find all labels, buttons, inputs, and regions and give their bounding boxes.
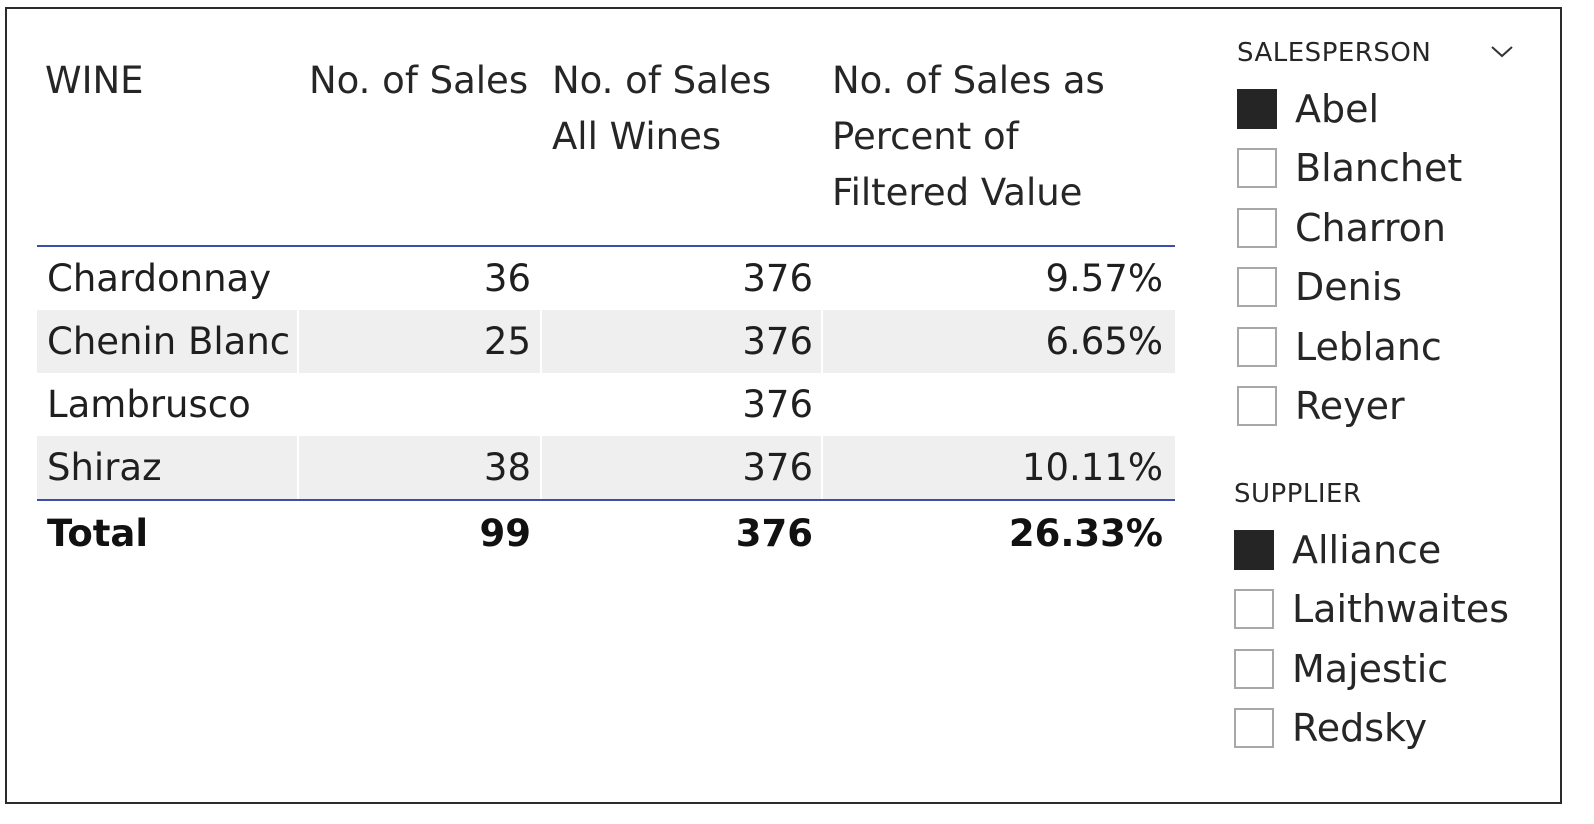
total-label: Total bbox=[47, 512, 149, 555]
wine-cell: Lambrusco bbox=[47, 383, 251, 426]
sales-all-cell: 376 bbox=[742, 320, 813, 363]
slicer-item-label: Blanchet bbox=[1295, 146, 1463, 191]
total-sales: 99 bbox=[479, 512, 532, 555]
slicer-item-list: Alliance Laithwaites Majestic Redsky bbox=[1234, 520, 1534, 758]
wine-sales-matrix: WINE No. of Sales No. of Sales All Wines… bbox=[37, 49, 1175, 567]
slicer-item-redsky[interactable]: Redsky bbox=[1234, 699, 1534, 759]
salesperson-slicer: SALESPERSON Abel Blanchet Charron Denis bbox=[1237, 35, 1527, 436]
slicer-item-majestic[interactable]: Majestic bbox=[1234, 639, 1534, 699]
chevron-down-icon[interactable] bbox=[1489, 41, 1515, 61]
table-row[interactable]: Lambrusco 376 bbox=[37, 373, 1175, 436]
slicer-item-reyer[interactable]: Reyer bbox=[1237, 377, 1527, 437]
slicer-item-label: Laithwaites bbox=[1292, 587, 1509, 632]
checkbox[interactable] bbox=[1237, 386, 1277, 427]
sales-all-cell: 376 bbox=[742, 257, 813, 300]
slicer-item-charron[interactable]: Charron bbox=[1237, 198, 1527, 258]
wine-cell: Chardonnay bbox=[47, 257, 272, 300]
sales-cell: 38 bbox=[483, 446, 531, 489]
total-row: Total 99 376 26.33% bbox=[37, 499, 1175, 567]
column-separator bbox=[540, 436, 542, 499]
column-separator bbox=[297, 436, 299, 499]
column-header-no-of-sales[interactable]: No. of Sales bbox=[309, 59, 529, 102]
matrix-body: Chardonnay 36 376 9.57% Chenin Blanc 25 … bbox=[37, 247, 1175, 499]
supplier-slicer: SUPPLIER Alliance Laithwaites Majestic R… bbox=[1234, 476, 1534, 758]
slicer-item-list: Abel Blanchet Charron Denis Leblanc Reye… bbox=[1237, 79, 1527, 436]
table-row[interactable]: Chardonnay 36 376 9.57% bbox=[37, 247, 1175, 310]
sales-cell: 25 bbox=[483, 320, 531, 363]
slicer-item-label: Leblanc bbox=[1295, 324, 1442, 369]
slicer-item-label: Reyer bbox=[1295, 384, 1405, 429]
checkbox[interactable] bbox=[1234, 708, 1274, 749]
checkbox[interactable] bbox=[1237, 148, 1277, 189]
slicer-item-alliance[interactable]: Alliance bbox=[1234, 520, 1534, 580]
sales-pct-cell: 9.57% bbox=[1045, 257, 1163, 300]
table-row[interactable]: Chenin Blanc 25 376 6.65% bbox=[37, 310, 1175, 373]
table-row[interactable]: Shiraz 38 376 10.11% bbox=[37, 436, 1175, 499]
column-header-wine[interactable]: WINE bbox=[45, 59, 144, 102]
sales-pct-cell: 6.65% bbox=[1045, 320, 1163, 363]
checkbox[interactable] bbox=[1234, 589, 1274, 630]
matrix-header-row: WINE No. of Sales No. of Sales All Wines… bbox=[37, 49, 1175, 247]
slicer-item-blanchet[interactable]: Blanchet bbox=[1237, 139, 1527, 199]
wine-cell: Shiraz bbox=[47, 446, 162, 489]
slicer-title: SALESPERSON bbox=[1237, 38, 1432, 68]
wine-cell: Chenin Blanc bbox=[47, 320, 291, 363]
slicer-item-label: Redsky bbox=[1292, 706, 1428, 751]
column-separator bbox=[540, 310, 542, 373]
report-canvas: WINE No. of Sales No. of Sales All Wines… bbox=[5, 7, 1562, 804]
checkbox[interactable] bbox=[1234, 648, 1274, 689]
column-separator bbox=[821, 436, 823, 499]
column-separator bbox=[821, 310, 823, 373]
slicer-item-label: Alliance bbox=[1292, 527, 1442, 572]
slicer-item-laithwaites[interactable]: Laithwaites bbox=[1234, 580, 1534, 640]
sales-all-cell: 376 bbox=[742, 383, 813, 426]
total-sales-pct: 26.33% bbox=[1008, 512, 1163, 555]
sales-cell: 36 bbox=[483, 257, 531, 300]
slicer-item-abel[interactable]: Abel bbox=[1237, 79, 1527, 139]
slicer-item-label: Majestic bbox=[1292, 646, 1449, 691]
total-sales-all: 376 bbox=[735, 512, 813, 555]
slicer-item-label: Abel bbox=[1295, 86, 1380, 131]
checkbox[interactable] bbox=[1237, 207, 1277, 248]
column-header-percent-of-filtered-value[interactable]: No. of Sales as Percent of Filtered Valu… bbox=[832, 59, 1105, 214]
slicer-item-denis[interactable]: Denis bbox=[1237, 258, 1527, 318]
sales-all-cell: 376 bbox=[742, 446, 813, 489]
slicer-item-label: Charron bbox=[1295, 205, 1446, 250]
column-separator bbox=[297, 310, 299, 373]
column-header-no-of-sales-all-wines[interactable]: No. of Sales All Wines bbox=[552, 59, 772, 158]
checkbox[interactable] bbox=[1237, 267, 1277, 308]
sales-pct-cell: 10.11% bbox=[1021, 446, 1163, 489]
slicer-title: SUPPLIER bbox=[1234, 479, 1362, 509]
checkbox[interactable] bbox=[1237, 88, 1277, 129]
checkbox[interactable] bbox=[1237, 326, 1277, 367]
slicer-item-leblanc[interactable]: Leblanc bbox=[1237, 317, 1527, 377]
slicer-item-label: Denis bbox=[1295, 265, 1403, 310]
checkbox[interactable] bbox=[1234, 529, 1274, 570]
